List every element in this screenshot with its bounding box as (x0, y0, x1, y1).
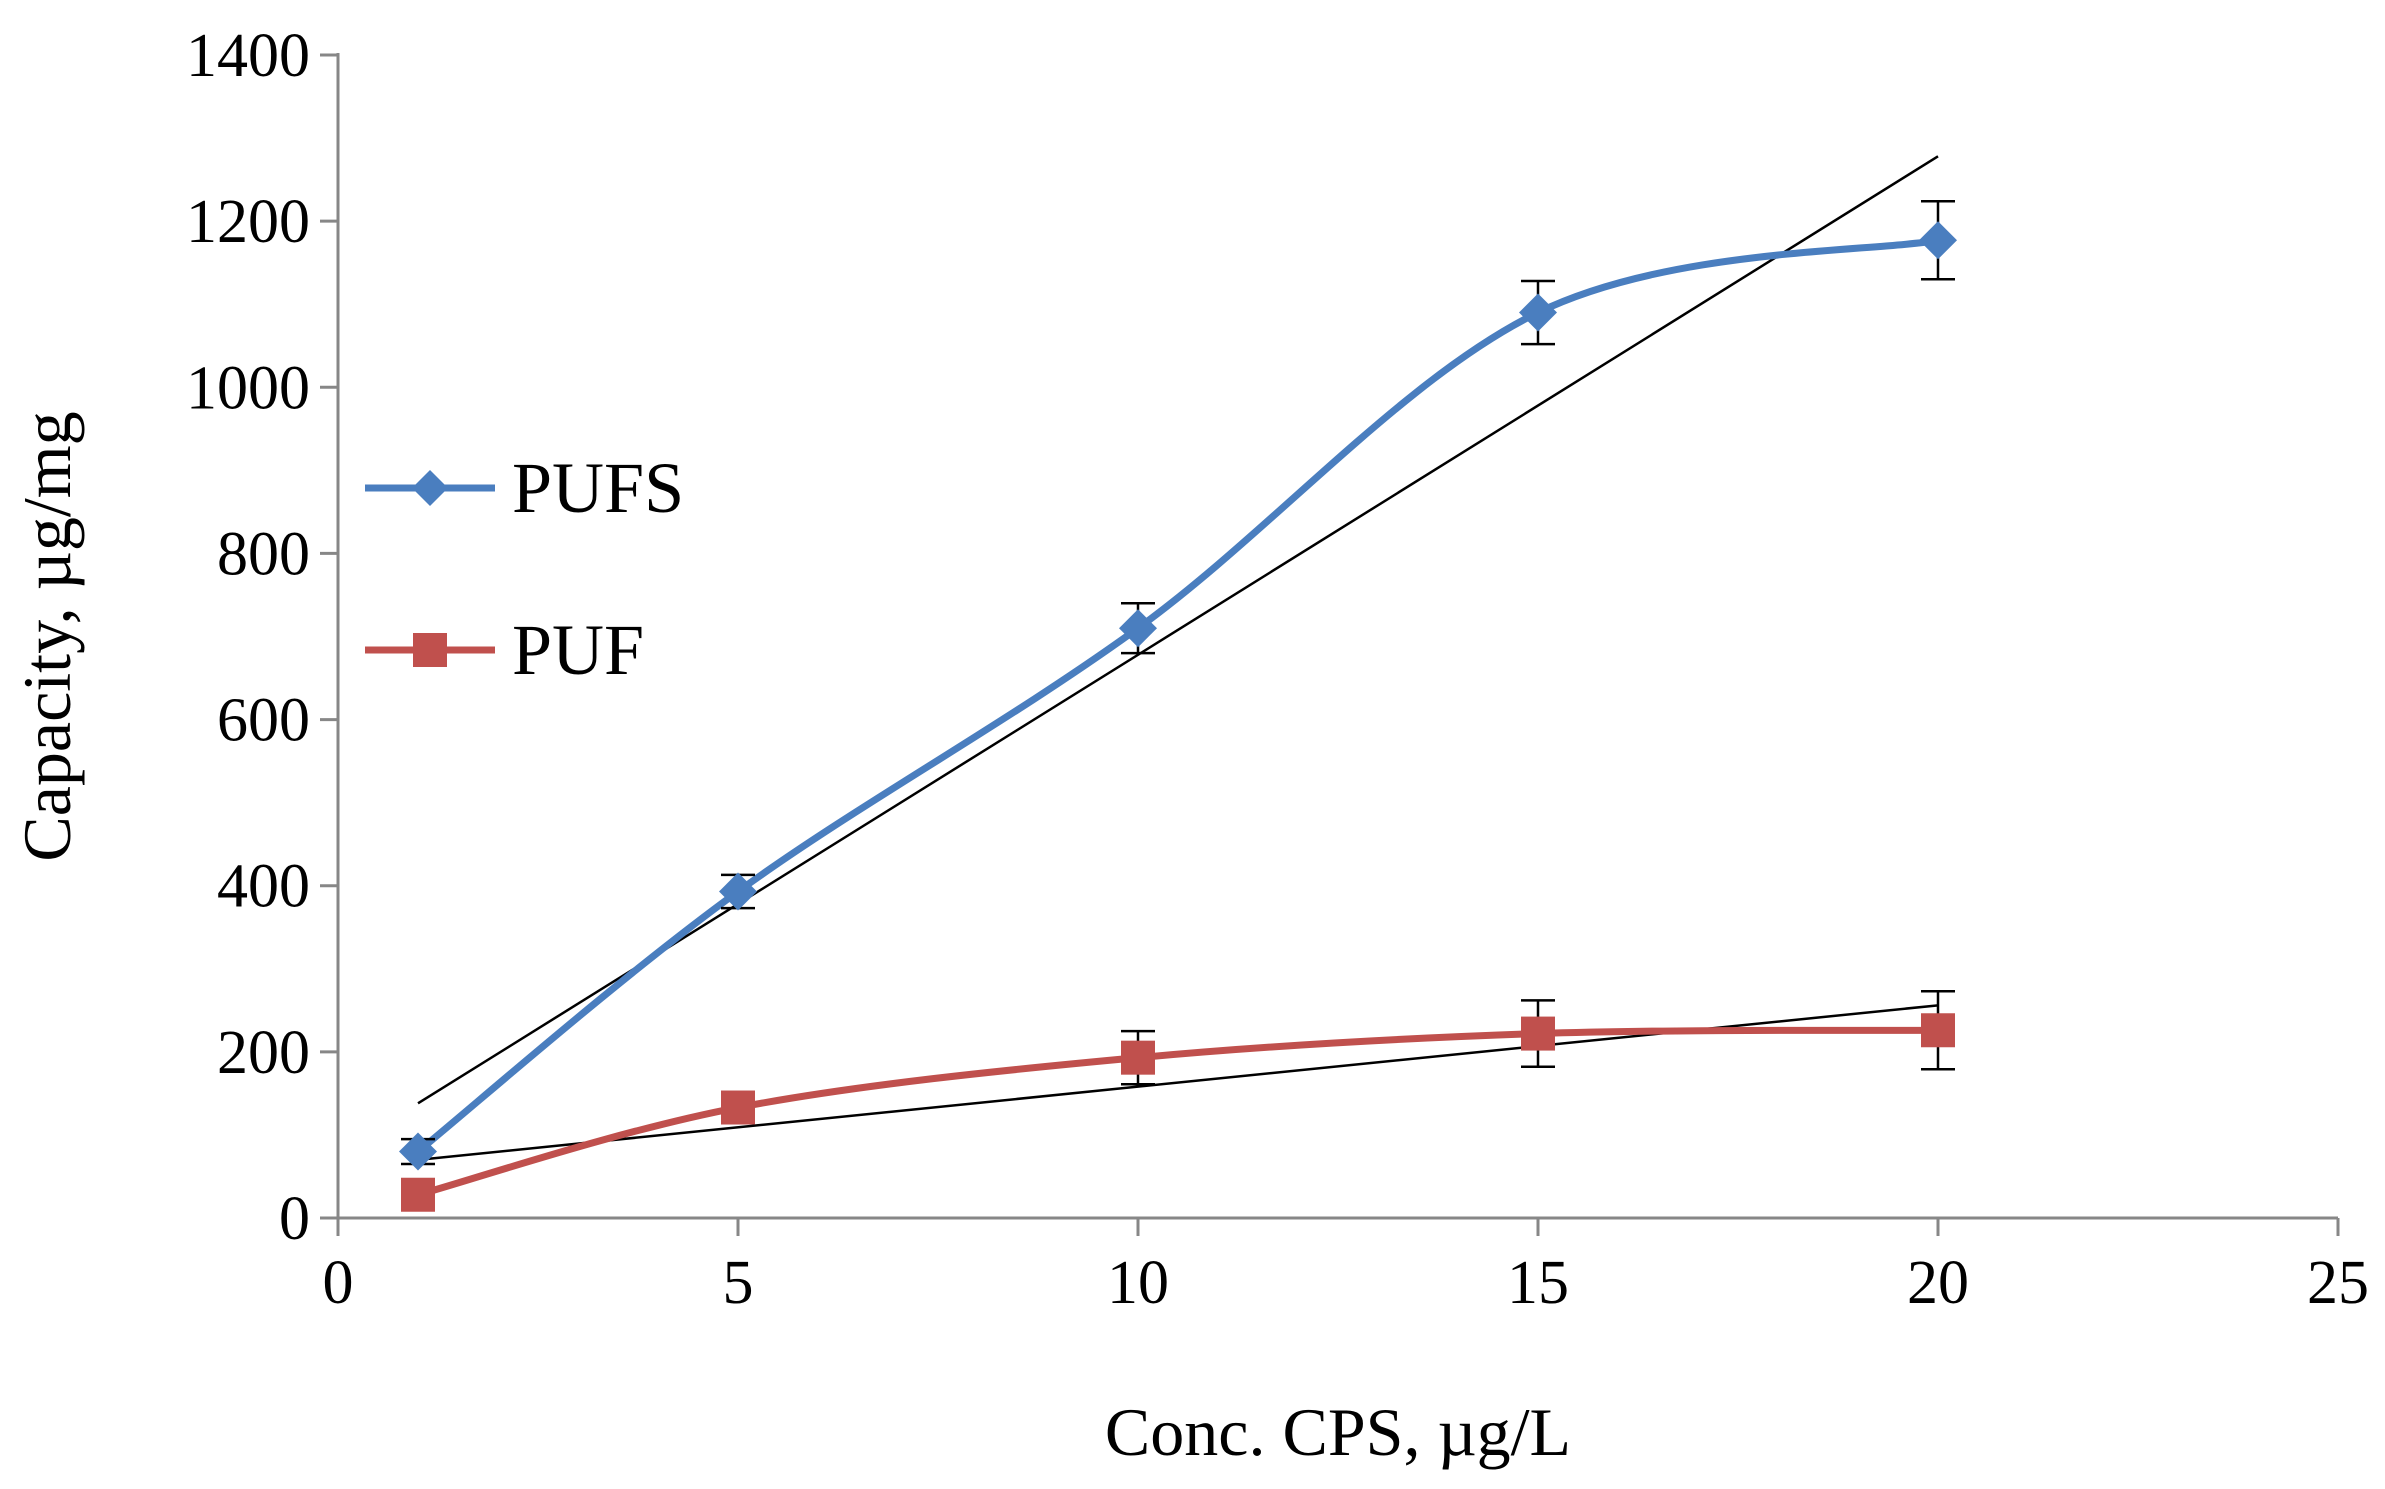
y-tick-label: 1200 (186, 188, 310, 256)
y-tick-label: 400 (217, 853, 310, 921)
legend-item-pufs: PUFS (365, 448, 684, 528)
y-tick-label: 1000 (186, 354, 310, 422)
y-tick-label: 600 (217, 687, 310, 755)
marker-pufs (719, 872, 757, 911)
series-pufs (399, 199, 1957, 1171)
marker-puf (401, 1177, 435, 1212)
axes: 0 200 400 600 800 1000 1200 1400 0 5 10 15 20 25 (186, 22, 2369, 1317)
y-tick-label: 800 (217, 520, 310, 588)
x-tick-label: 10 (1107, 1249, 1169, 1317)
marker-pufs (1919, 221, 1957, 260)
y-tick-label: 0 (279, 1185, 310, 1253)
x-axis-title: Conc. CPS, µg/L (1105, 1394, 1571, 1470)
legend-label-pufs: PUFS (512, 448, 684, 528)
x-tick-label: 5 (723, 1249, 754, 1317)
x-tick-label: 20 (1907, 1249, 1969, 1317)
y-axis-title: Capacity, µg/mg (9, 411, 85, 861)
legend-label-puf: PUF (512, 610, 644, 690)
legend-marker-puf (413, 633, 447, 667)
series (399, 199, 1957, 1212)
marker-puf (1921, 1013, 1955, 1048)
legend: PUFS PUF (365, 448, 684, 690)
marker-puf (1521, 1016, 1555, 1051)
x-tick-label: 0 (323, 1249, 354, 1317)
marker-pufs (399, 1132, 437, 1171)
y-tick-label: 200 (217, 1019, 310, 1087)
marker-puf (721, 1090, 755, 1125)
x-tick-label: 25 (2307, 1249, 2369, 1317)
marker-puf (1121, 1040, 1155, 1075)
series-line-puf (414, 1026, 1942, 1199)
legend-marker-pufs (412, 470, 448, 506)
legend-item-puf: PUF (365, 610, 644, 690)
series-puf (401, 989, 1955, 1212)
trendlines (417, 155, 1939, 1162)
series-line-pufs (414, 236, 1942, 1156)
marker-pufs (1519, 293, 1557, 332)
marker-pufs (1119, 609, 1157, 648)
y-tick-label: 1400 (186, 22, 310, 90)
x-tick-label: 15 (1507, 1249, 1569, 1317)
